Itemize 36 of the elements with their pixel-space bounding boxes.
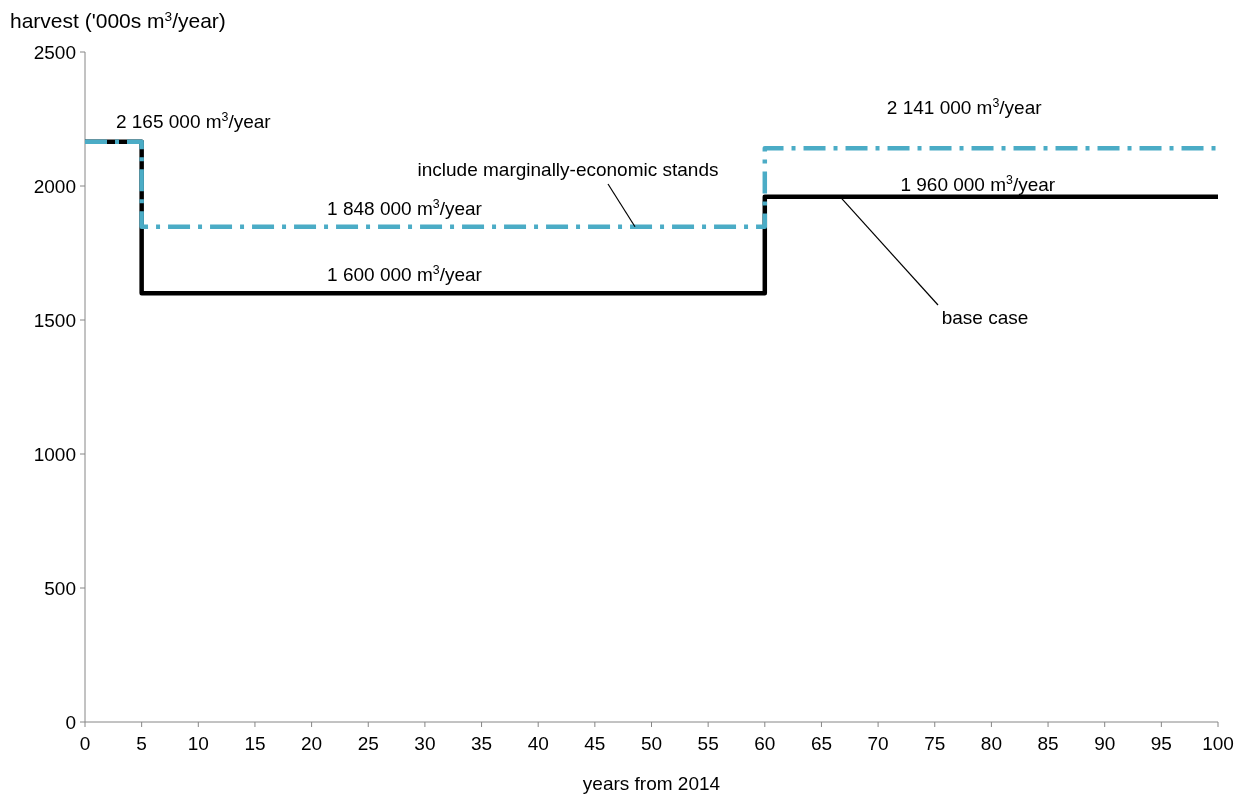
x-tick-label: 5: [136, 733, 147, 754]
y-tick-label: 2000: [33, 175, 76, 197]
x-tick-label: 35: [470, 733, 493, 754]
x-tick-label: 65: [810, 733, 833, 754]
x-tick-label: 30: [414, 733, 436, 754]
annotation: 2 141 000 m$^{3}$/year: [886, 96, 1043, 119]
x-axis-title: years from 2014: [582, 773, 721, 794]
annotation: 1 848 000 m$^{3}$/year: [327, 196, 483, 219]
x-tick-label: 20: [301, 733, 323, 754]
x-tick-label: 75: [924, 733, 946, 754]
x-tick-label: 90: [1094, 733, 1116, 754]
y-tick-label: 1000: [33, 443, 76, 465]
y-tick-label: 500: [44, 577, 76, 599]
x-tick-label: 80: [980, 733, 1002, 754]
x-tick-label: 50: [640, 733, 663, 754]
text: include marginally-economic stands: [417, 159, 719, 180]
x-tick-label: 55: [697, 733, 719, 754]
annotation: 2 165 000 m$^{3}$/year: [115, 109, 272, 132]
x-tick-label: 95: [1150, 733, 1172, 754]
x-tick-label: 40: [527, 733, 549, 754]
y-tick-label: 2500: [33, 41, 76, 63]
x-tick-label: 25: [357, 733, 379, 754]
x-tick-label: 60: [754, 733, 776, 754]
text: base case: [941, 307, 1029, 328]
x-tick-label: 100: [1202, 733, 1234, 754]
x-tick-label: 10: [187, 733, 209, 754]
x-tick-label: 70: [867, 733, 889, 754]
x-tick-label: 0: [79, 733, 91, 754]
annotation: 1 960 000 m$^{3}$/year: [900, 172, 1056, 195]
annotation: 1 600 000 m$^{3}$/year: [327, 263, 483, 286]
y-tick-label: 0: [65, 711, 76, 733]
y-tick-label: 1500: [33, 309, 76, 331]
x-tick-label: 15: [244, 733, 266, 754]
x-tick-label: 45: [584, 733, 606, 754]
x-tick-label: 85: [1037, 733, 1059, 754]
y-axis-title: harvest ('000s m$^{3}$/year): [10, 8, 226, 32]
